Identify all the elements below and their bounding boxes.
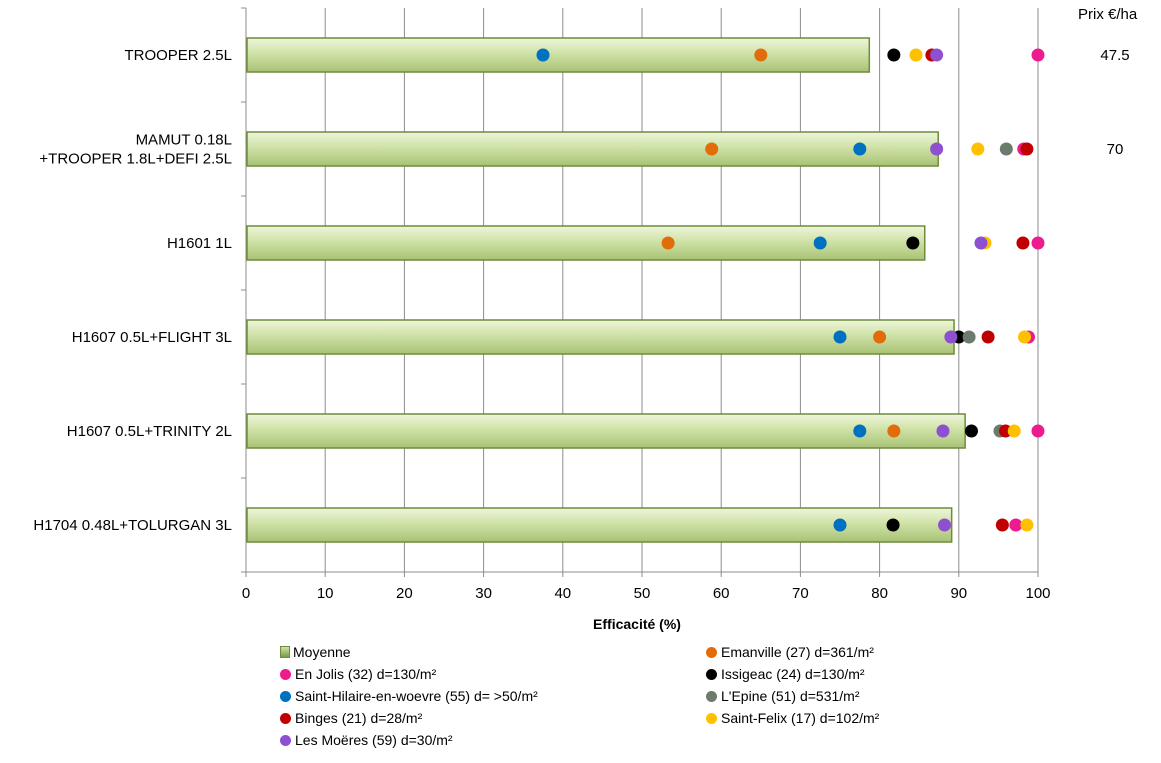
legend-dot-swatch bbox=[280, 668, 291, 680]
legend-bar-swatch bbox=[280, 646, 290, 658]
price-label: 70 bbox=[1107, 141, 1124, 158]
legend-label: Saint-Felix (17) d=102/m² bbox=[721, 710, 880, 726]
legend-label: L'Epine (51) d=531/m² bbox=[721, 688, 860, 704]
point-series-6 bbox=[1020, 518, 1034, 532]
point-series-0 bbox=[754, 48, 768, 62]
point-series-6 bbox=[1007, 424, 1021, 438]
legend-label: Saint-Hilaire-en-woevre (55) d= >50/m² bbox=[295, 688, 538, 704]
legend-dot-swatch bbox=[706, 712, 717, 724]
x-tick-label: 0 bbox=[242, 585, 250, 602]
legend-dot-swatch bbox=[280, 690, 291, 702]
x-tick-label: 10 bbox=[317, 585, 334, 602]
legend-dot-swatch bbox=[280, 712, 291, 724]
point-series-5 bbox=[1016, 236, 1030, 250]
point-series-6 bbox=[971, 142, 985, 156]
bar-moyenne bbox=[246, 131, 939, 167]
legend-dot-swatch bbox=[706, 646, 717, 658]
point-series-7 bbox=[930, 142, 944, 156]
x-tick-label: 70 bbox=[792, 585, 809, 602]
labels: 0 10 20 30 40 50 60 70 80 90 100 TROOPER 2.5L MAMUT … bbox=[33, 47, 1129, 602]
category-label: H1704 0.48L+TOLURGAN 3L bbox=[33, 517, 232, 534]
x-tick-label: 50 bbox=[634, 585, 651, 602]
legend-dot-swatch bbox=[706, 668, 717, 680]
legend-item: Emanville (27) d=361/m² bbox=[706, 642, 874, 662]
x-axis-title: Efficacité (%) bbox=[593, 616, 681, 632]
legend-label: Les Moëres (59) d=30/m² bbox=[295, 732, 453, 748]
bars bbox=[246, 37, 966, 543]
category-label: H1607 0.5L+TRINITY 2L bbox=[67, 423, 232, 440]
legend-label: Binges (21) d=28/m² bbox=[295, 710, 423, 726]
legend-item: Issigeac (24) d=130/m² bbox=[706, 664, 865, 684]
point-series-7 bbox=[930, 48, 944, 62]
category-label: MAMUT 0.18L +TROOPER 1.8L+DEFI 2.5L bbox=[39, 132, 232, 168]
category-label: TROOPER 2.5L bbox=[124, 47, 232, 64]
category-label: H1601 1L bbox=[167, 235, 232, 252]
legend-item: L'Epine (51) d=531/m² bbox=[706, 686, 859, 706]
point-series-1 bbox=[1031, 424, 1045, 438]
point-series-3 bbox=[853, 424, 867, 438]
point-series-3 bbox=[833, 330, 847, 344]
legend-item: En Jolis (32) d=130/m² bbox=[280, 664, 436, 684]
point-series-0 bbox=[661, 236, 675, 250]
legend-dot-swatch bbox=[280, 734, 291, 746]
point-series-2 bbox=[964, 424, 978, 438]
x-tick-label: 90 bbox=[950, 585, 967, 602]
x-tick-label: 60 bbox=[713, 585, 730, 602]
legend-dot-swatch bbox=[706, 690, 717, 702]
x-tick-label: 100 bbox=[1025, 585, 1050, 602]
point-series-3 bbox=[833, 518, 847, 532]
legend-item-moyenne: Moyenne bbox=[280, 642, 351, 662]
x-tick-label: 20 bbox=[396, 585, 413, 602]
legend-item: Saint-Hilaire-en-woevre (55) d= >50/m² bbox=[280, 686, 538, 706]
point-series-7 bbox=[944, 330, 958, 344]
point-series-6 bbox=[909, 48, 923, 62]
point-series-1 bbox=[1031, 48, 1045, 62]
legend-item: Les Moëres (59) d=30/m² bbox=[280, 730, 453, 750]
point-series-2 bbox=[886, 518, 900, 532]
legend-item: Binges (21) d=28/m² bbox=[280, 708, 422, 728]
point-series-3 bbox=[853, 142, 867, 156]
point-series-0 bbox=[873, 330, 887, 344]
legend-label: Moyenne bbox=[293, 644, 351, 660]
bar-moyenne bbox=[246, 37, 871, 73]
point-series-1 bbox=[1031, 236, 1045, 250]
point-series-0 bbox=[887, 424, 901, 438]
point-series-7 bbox=[974, 236, 988, 250]
point-series-5 bbox=[1020, 142, 1034, 156]
point-series-4 bbox=[999, 142, 1013, 156]
legend-label: Emanville (27) d=361/m² bbox=[721, 644, 874, 660]
price-header: Prix €/ha bbox=[1078, 6, 1138, 23]
point-series-1 bbox=[1009, 518, 1023, 532]
price-label: 47.5 bbox=[1100, 47, 1129, 64]
point-series-5 bbox=[981, 330, 995, 344]
x-tick-label: 80 bbox=[871, 585, 888, 602]
legend-label: En Jolis (32) d=130/m² bbox=[295, 666, 437, 682]
point-series-7 bbox=[936, 424, 950, 438]
gridlines bbox=[324, 8, 1039, 572]
point-series-2 bbox=[887, 48, 901, 62]
point-series-4 bbox=[962, 330, 976, 344]
bar-moyenne bbox=[246, 225, 926, 261]
x-tick-label: 30 bbox=[475, 585, 492, 602]
point-series-0 bbox=[705, 142, 719, 156]
category-label: H1607 0.5L+FLIGHT 3L bbox=[72, 329, 232, 346]
point-series-7 bbox=[938, 518, 952, 532]
data-points bbox=[536, 48, 1045, 532]
legend-label: Issigeac (24) d=130/m² bbox=[721, 666, 865, 682]
point-series-3 bbox=[536, 48, 550, 62]
bar-moyenne bbox=[246, 319, 955, 355]
point-series-5 bbox=[995, 518, 1009, 532]
point-series-3 bbox=[813, 236, 827, 250]
point-series-2 bbox=[906, 236, 920, 250]
x-tick-label: 40 bbox=[554, 585, 571, 602]
legend-item: Saint-Felix (17) d=102/m² bbox=[706, 708, 879, 728]
point-series-6 bbox=[1018, 330, 1032, 344]
axes bbox=[241, 7, 1039, 577]
